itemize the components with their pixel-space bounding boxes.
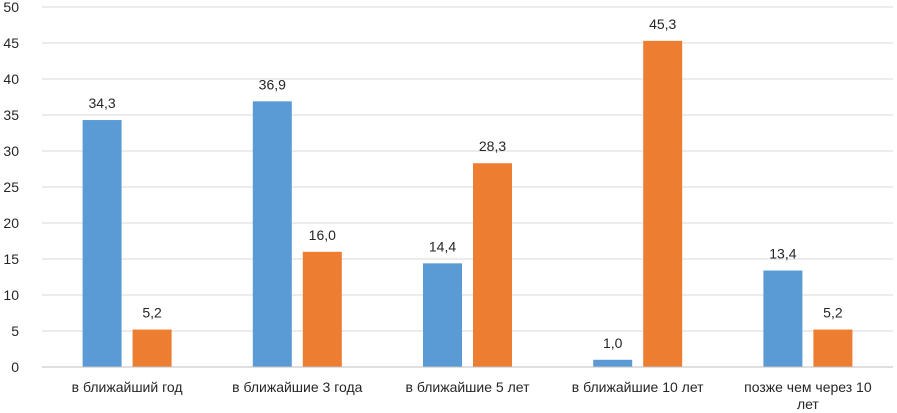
bar-series2-cat5: [813, 329, 853, 367]
bar-series1-cat5: [763, 270, 803, 367]
bar-series1-cat3: [423, 263, 462, 367]
y-tick-label: 10: [3, 287, 19, 303]
y-tick-label: 35: [3, 107, 19, 123]
data-label: 13,4: [769, 246, 796, 262]
y-tick-label: 45: [3, 35, 19, 51]
y-tick-label: 15: [3, 251, 19, 267]
data-label: 14,4: [429, 238, 456, 254]
x-tick-label: лет: [797, 396, 819, 412]
x-tick-label: в ближайшие 5 лет: [406, 379, 531, 395]
data-label: 1,0: [603, 335, 623, 351]
x-tick-label: в ближайшие 10 лет: [572, 379, 704, 395]
bar-series1-cat4: [593, 359, 633, 367]
data-label: 16,0: [309, 227, 336, 243]
y-tick-label: 5: [11, 323, 19, 339]
y-tick-label: 30: [3, 143, 19, 159]
y-axis: 0 5 10 15 20 25 30 35 40 45 50: [3, 0, 19, 375]
x-tick-label: позже чем через 10: [744, 379, 872, 395]
y-tick-label: 50: [3, 0, 19, 15]
data-label: 28,3: [479, 138, 506, 154]
y-tick-label: 20: [3, 215, 19, 231]
data-label: 34,3: [88, 95, 115, 111]
x-tick-label: в ближайшие 3 года: [232, 379, 363, 395]
bar-series1-cat1: [82, 120, 122, 367]
bar-series1-cat2: [252, 101, 292, 367]
bar-series2-cat4: [643, 40, 683, 368]
y-tick-label: 40: [3, 71, 19, 87]
bars: [82, 40, 853, 368]
data-label: 5,2: [142, 305, 162, 321]
bar-series2-cat2: [302, 251, 342, 367]
data-label: 5,2: [823, 305, 843, 321]
data-label: 45,3: [649, 16, 676, 32]
bar-series2-cat1: [132, 329, 172, 367]
x-tick-label: в ближайший год: [72, 379, 183, 395]
data-label: 36,9: [259, 76, 286, 92]
bar-series2-cat3: [473, 163, 512, 367]
x-axis: в ближайший год в ближайшие 3 года в ближа…: [42, 366, 893, 412]
data-labels: 34,3 5,2 36,9 16,0 14,4 28,3 1,0 45,3 13,4 5,2: [88, 16, 842, 351]
y-tick-label: 25: [3, 179, 19, 195]
y-tick-label: 0: [11, 359, 19, 375]
gridlines: [42, 6, 893, 332]
